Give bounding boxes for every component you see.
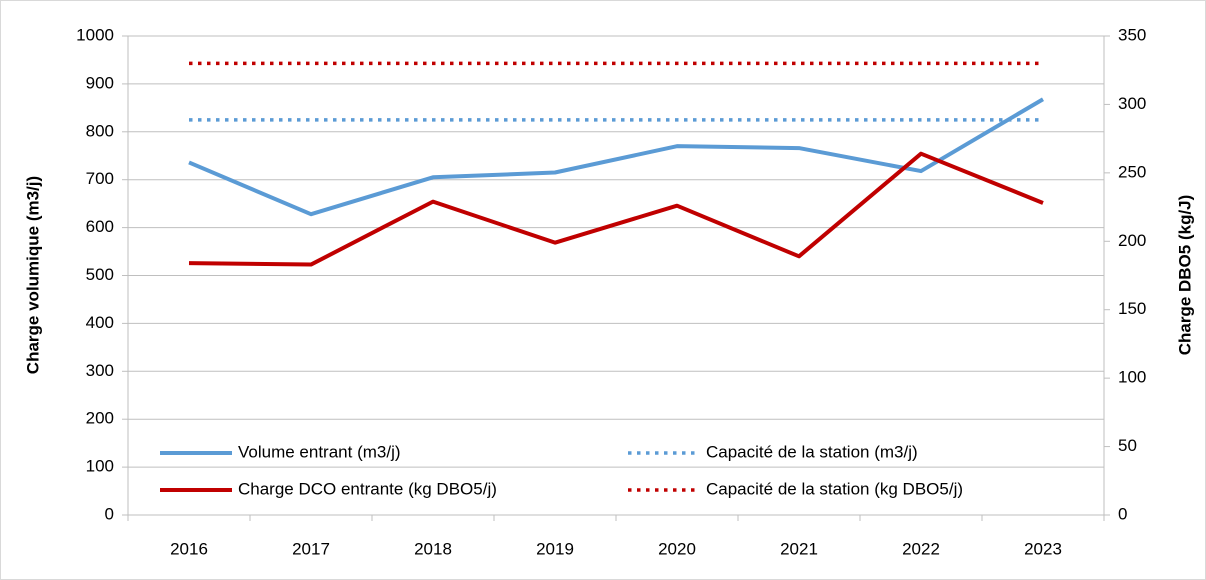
legend-label: Capacité de la station (kg DBO5/j): [706, 479, 963, 498]
x-tick-label: 2021: [780, 539, 818, 558]
x-tick-label: 2017: [292, 539, 330, 558]
x-tick-label: 2022: [902, 539, 940, 558]
x-tick-label: 2020: [658, 539, 696, 558]
series-line: [188, 97, 1045, 217]
y-tick-label: 700: [86, 169, 114, 188]
y2-tick-label: 100: [1118, 368, 1146, 387]
y-tick-label: 200: [86, 409, 114, 428]
legend-label: Charge DCO entrante (kg DBO5/j): [238, 479, 497, 498]
y-tick-label: 900: [86, 73, 114, 92]
y-tick-label: 300: [86, 361, 114, 380]
x-tick-label: 2023: [1024, 539, 1062, 558]
x-tick-label: 2019: [536, 539, 574, 558]
y-tick-label: 100: [86, 457, 114, 476]
y-tick-label: 500: [86, 265, 114, 284]
y2-tick-label: 300: [1118, 94, 1146, 113]
y-tick-label: 600: [86, 217, 114, 236]
y2-tick-label: 200: [1118, 231, 1146, 250]
legend-label: Volume entrant (m3/j): [238, 442, 401, 461]
y2-tick-label: 350: [1118, 25, 1146, 44]
x-tick-label: 2016: [170, 539, 208, 558]
y-axis-title: Charge volumique (m3/j): [23, 176, 42, 374]
y-tick-label: 0: [105, 504, 114, 523]
y2-axis-title: Charge DBO5 (kg/J): [1175, 195, 1194, 356]
y2-tick-label: 50: [1118, 436, 1137, 455]
y-tick-label: 1000: [76, 25, 114, 44]
y-tick-label: 400: [86, 313, 114, 332]
y2-tick-label: 250: [1118, 162, 1146, 181]
series-line: [188, 151, 1044, 267]
y2-tick-label: 150: [1118, 299, 1146, 318]
y2-tick-label: 0: [1118, 504, 1127, 523]
legend-label: Capacité de la station (m3/j): [706, 442, 918, 461]
x-tick-label: 2018: [414, 539, 452, 558]
y-tick-label: 800: [86, 121, 114, 140]
